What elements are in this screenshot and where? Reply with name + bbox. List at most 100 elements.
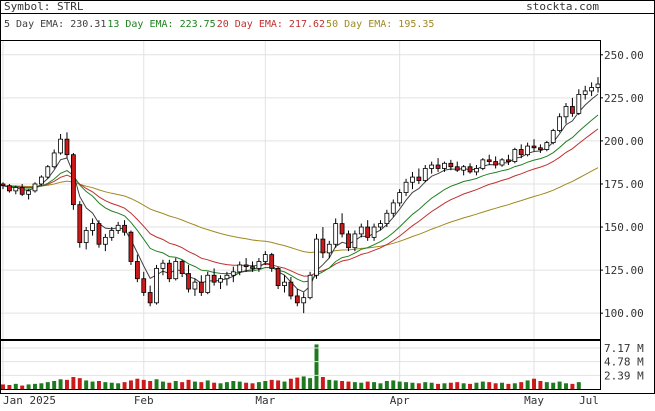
volume-bar [128,380,133,389]
volume-bar [397,381,402,389]
volume-bar [71,377,76,389]
grid-lines [1,41,600,389]
volume-bar [33,383,37,389]
legend-item: 50 Day EMA: 195.35 [326,19,434,30]
candle-body [160,262,166,269]
volume-bar [77,378,82,389]
candle-body [429,164,435,169]
volume-bar [480,381,485,389]
candle-body [480,159,486,169]
candle-body [301,297,307,304]
legend-item: 20 Day EMA: 217.62 [217,19,325,30]
volume-bar [384,381,389,389]
volume-bar [404,382,409,389]
candle-body [250,266,255,269]
price-panel-frame [0,40,601,340]
candle-body [403,181,409,193]
candle-body [474,168,479,173]
candle-body [307,274,313,299]
volume-bar [442,383,447,389]
x-tick-label: Apr [390,394,410,406]
candle-body [51,152,57,168]
candle-body [454,166,460,171]
volume-bar [250,383,255,389]
y-tick-label: 150.00 [604,221,644,234]
x-tick-label: Jul [579,394,599,406]
volume-bar [365,381,370,389]
candle-body [442,162,447,169]
candle-body [499,159,505,166]
volume-bar [410,382,415,389]
candle-body [384,212,390,224]
volume-bar [199,382,204,389]
volume-bar [96,381,101,389]
volume-bar [1,384,5,389]
candle-body [0,183,6,187]
volume-bar [372,382,377,389]
candle-body [435,164,441,169]
candle-body [467,166,473,173]
candle-body [371,226,377,238]
candle-body [397,192,403,204]
volume-bar [141,379,146,389]
candle-body [83,230,89,243]
candle-body [461,166,467,171]
volume-bar [192,381,197,389]
volume-bar [333,380,338,389]
candle-body [32,183,38,192]
candlesticks [0,77,601,314]
y-tick-label: 250.00 [604,49,644,62]
volume-bar [340,381,345,389]
volume-bar [84,380,89,389]
candle-body [141,278,147,293]
candle-body [115,224,121,231]
volume-bar [359,382,364,389]
volume-bar [135,378,140,389]
volume-axis-labels: 7.17 M4.78 M2.39 M [1,342,644,382]
volume-bars [1,344,581,389]
volume-bar [301,376,306,389]
candle-body [64,138,70,156]
volume-bar [551,382,556,389]
volume-bar [167,382,172,389]
candle-body [589,87,594,92]
ema-lines [2,93,599,293]
candle-body [211,274,217,283]
candle-body [570,106,575,114]
candle-body [70,154,76,206]
candle-body [134,261,140,280]
volume-bar [7,385,12,389]
volume-bar [455,382,460,389]
volume-bar [474,382,479,389]
volume-bar [173,381,178,389]
volume-bar [391,380,396,389]
candle-body [352,233,358,249]
candle-body [339,223,345,235]
volume-bar [58,379,63,389]
candle-body [154,267,159,304]
volume-bar [570,383,575,389]
candle-body [294,295,300,304]
candle-body [218,278,223,283]
price-axis-labels: 250.00 225.00 200.00 175.00 150.00 125.00 100.… [600,49,644,320]
volume-bar [288,378,293,389]
volume-bar [519,382,524,389]
volume-bar [493,383,498,389]
volume-bar [244,382,249,389]
candle-body [39,176,44,185]
ema-5-line [2,93,599,293]
volume-bar [237,381,242,389]
candle-body [77,204,83,243]
candle-body [262,254,268,262]
candle-body [422,168,428,181]
volume-bar [224,382,229,389]
volume-bar [52,381,57,389]
x-tick-label: Jan 2025 [3,394,56,406]
candle-body [166,262,172,280]
volume-bar [564,383,568,389]
candle-body [198,281,204,293]
candle-body [557,116,562,131]
volume-bar [282,381,287,389]
volume-bar [90,381,95,389]
